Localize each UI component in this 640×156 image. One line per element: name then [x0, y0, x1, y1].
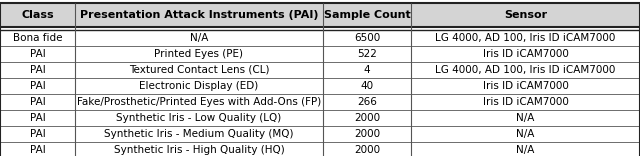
Text: 2000: 2000 — [354, 113, 380, 123]
Bar — [0, 3, 640, 27]
Text: Class: Class — [21, 10, 54, 20]
Text: PAI: PAI — [29, 113, 45, 123]
Text: PAI: PAI — [29, 97, 45, 107]
Text: Printed Eyes (PE): Printed Eyes (PE) — [154, 49, 243, 59]
Text: N/A: N/A — [516, 145, 534, 155]
Text: PAI: PAI — [29, 145, 45, 155]
Text: Iris ID iCAM7000: Iris ID iCAM7000 — [483, 97, 568, 107]
Text: 522: 522 — [357, 49, 377, 59]
Text: PAI: PAI — [29, 49, 45, 59]
Text: Textured Contact Lens (CL): Textured Contact Lens (CL) — [129, 65, 269, 75]
Text: Presentation Attack Instruments (PAI): Presentation Attack Instruments (PAI) — [80, 10, 318, 20]
Text: Bona fide: Bona fide — [13, 33, 62, 43]
Text: N/A: N/A — [190, 33, 208, 43]
Text: Electronic Display (ED): Electronic Display (ED) — [140, 81, 259, 91]
Text: 6500: 6500 — [354, 33, 380, 43]
Text: 266: 266 — [357, 97, 377, 107]
Text: Sample Count: Sample Count — [324, 10, 410, 20]
Text: 40: 40 — [360, 81, 374, 91]
Text: 2000: 2000 — [354, 129, 380, 139]
Text: Fake/Prosthetic/Printed Eyes with Add-Ons (FP): Fake/Prosthetic/Printed Eyes with Add-On… — [77, 97, 321, 107]
Text: Synthetic Iris - Medium Quality (MQ): Synthetic Iris - Medium Quality (MQ) — [104, 129, 294, 139]
Text: LG 4000, AD 100, Iris ID iCAM7000: LG 4000, AD 100, Iris ID iCAM7000 — [435, 33, 616, 43]
Text: N/A: N/A — [516, 113, 534, 123]
Text: PAI: PAI — [29, 129, 45, 139]
Text: PAI: PAI — [29, 65, 45, 75]
Text: 4: 4 — [364, 65, 371, 75]
Text: LG 4000, AD 100, Iris ID iCAM7000: LG 4000, AD 100, Iris ID iCAM7000 — [435, 65, 616, 75]
Text: N/A: N/A — [516, 129, 534, 139]
Text: 2000: 2000 — [354, 145, 380, 155]
Text: Sensor: Sensor — [504, 10, 547, 20]
Text: Synthetic Iris - High Quality (HQ): Synthetic Iris - High Quality (HQ) — [114, 145, 284, 155]
Text: PAI: PAI — [29, 81, 45, 91]
Text: Iris ID iCAM7000: Iris ID iCAM7000 — [483, 49, 568, 59]
Text: Iris ID iCAM7000: Iris ID iCAM7000 — [483, 81, 568, 91]
Text: Synthetic Iris - Low Quality (LQ): Synthetic Iris - Low Quality (LQ) — [116, 113, 282, 123]
